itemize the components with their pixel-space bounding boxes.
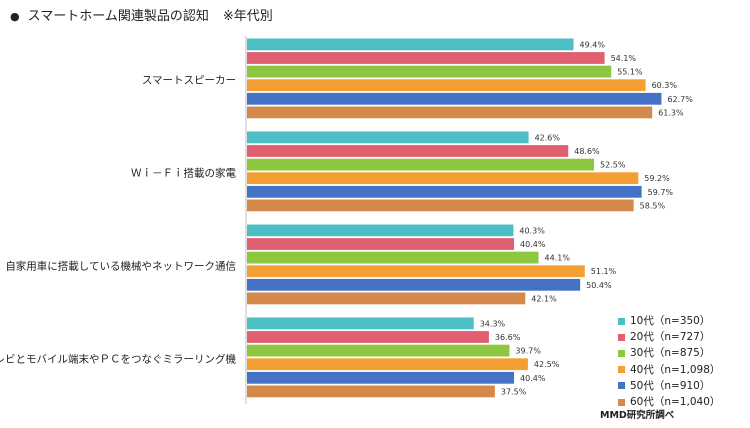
data-label: 40.3% [519,226,545,235]
legend-swatch [618,366,625,374]
bar [247,92,662,105]
data-label: 40.4% [520,240,546,249]
data-label: 42.6% [535,133,561,142]
bar [247,131,529,144]
bar [247,358,528,371]
legend-label: 20代（n=727） [630,331,711,344]
data-label: 59.7% [648,188,674,197]
bar [247,251,539,264]
title-main: スマートホーム関連製品の認知 [27,9,209,24]
bar [247,344,510,357]
data-label: 50.4% [586,281,612,290]
legend-label: 40代（n=1,098） [630,363,721,376]
bar [247,224,514,237]
category-label: スマートスピーカー [142,74,236,86]
bar [247,331,489,343]
legend-swatch [618,382,625,390]
legend-label: 10代（n=350） [630,315,711,327]
data-label: 49.4% [580,40,606,49]
legend-item: 60代（n=1,040） [618,394,720,410]
bar [247,52,605,64]
legend-swatch [618,350,625,357]
bar [247,172,639,185]
legend-item: 50代（n=910） [618,378,720,394]
bar [247,199,634,212]
title-bullet: ● [10,10,20,23]
legend-label: 50代（n=910） [630,379,711,392]
data-label: 42.1% [531,294,557,303]
data-label: 48.6% [574,147,600,156]
data-label: 59.2% [644,174,670,183]
data-label: 61.3% [658,108,684,117]
bar [247,238,515,250]
bar [247,265,585,278]
category-label: Ｗｉ－Ｆｉ搭載の家電 [131,166,236,179]
legend-item: 20代（n=727） [618,329,720,345]
bar [247,371,515,384]
legend-item: 30代（n=875） [618,345,720,361]
bar [247,106,653,119]
data-label: 51.1% [591,267,617,276]
bar [247,292,526,305]
bar [247,385,495,398]
bar [247,79,646,92]
legend-item: 40代（n=1,098） [618,362,720,378]
data-label: 44.1% [545,254,571,263]
legend-item: 10代（n=350） [618,313,720,329]
data-label: 62.7% [667,95,693,104]
bar [247,317,474,330]
data-label: 52.5% [600,161,626,170]
bar [247,65,612,78]
bar [247,38,574,51]
legend-swatch [618,317,625,325]
data-label: 34.3% [480,319,506,328]
legend-label: 30代（n=875） [630,347,711,360]
category-label: テレビとモバイル端末やＰＣをつなぐミラーリング機 [0,352,236,365]
data-label: 58.5% [640,201,666,210]
category-label: 自家用車に搭載している機械やネットワーク通信 [5,259,236,272]
chart-title: ● スマートホーム関連製品の認知 ※年代別 [10,9,273,25]
data-label: 42.5% [534,360,560,369]
title-sub: ※年代別 [222,9,273,24]
legend-swatch [618,333,625,341]
data-label: 37.5% [501,387,527,396]
source-note: MMD研究所調べ [600,410,675,421]
data-label: 40.4% [520,374,546,383]
bar [247,158,595,171]
data-label: 36.6% [495,333,521,342]
data-label: 55.1% [617,68,643,77]
bar [247,145,569,157]
data-label: 60.3% [652,81,678,90]
bar [247,185,642,198]
bar [247,278,581,291]
legend-label: 60代（n=1,040） [630,396,721,409]
legend-swatch [618,398,625,406]
data-label: 54.1% [611,54,637,63]
data-label: 39.7% [515,347,541,356]
legend: 10代（n=350） 20代（n=727） 30代（n=875） 40代（n=1,09… [618,313,720,410]
